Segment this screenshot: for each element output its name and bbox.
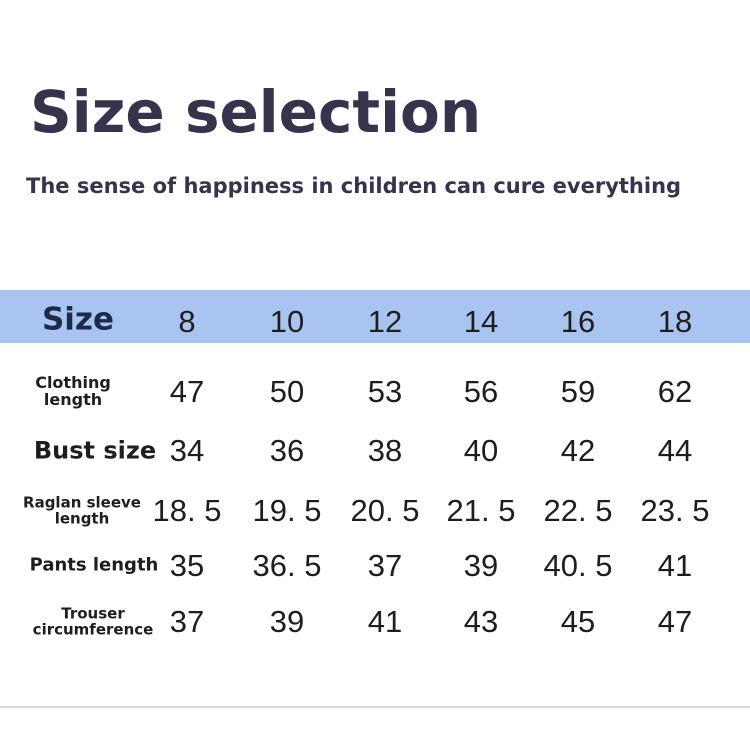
header-band bbox=[0, 290, 750, 343]
cell-value: 19. 5 bbox=[252, 493, 322, 528]
cell-value: 23. 5 bbox=[640, 493, 710, 528]
cell-value: 20. 5 bbox=[350, 493, 420, 528]
header-size: 8 bbox=[178, 304, 196, 339]
cell-value: 62 bbox=[657, 374, 693, 409]
cell-value: 53 bbox=[367, 374, 403, 409]
cell-value: 47 bbox=[169, 374, 205, 409]
cell-value: 44 bbox=[657, 433, 693, 468]
cell-value: 38 bbox=[367, 433, 403, 468]
cell-value: 37 bbox=[169, 604, 205, 639]
divider bbox=[0, 706, 750, 708]
cell-value: 39 bbox=[463, 548, 499, 583]
header-label: Size bbox=[41, 301, 115, 338]
header-size: 14 bbox=[463, 304, 499, 339]
row-label: Clothing length bbox=[35, 373, 111, 409]
title: Size selection bbox=[30, 78, 482, 146]
cell-value: 41 bbox=[367, 604, 403, 639]
header-size: 18 bbox=[657, 304, 693, 339]
cell-value: 39 bbox=[269, 604, 305, 639]
row-label: Raglan sleeve length bbox=[23, 493, 141, 527]
cell-value: 45 bbox=[560, 604, 596, 639]
row-label: Trouser circumference bbox=[32, 604, 154, 638]
cell-value: 40 bbox=[463, 433, 499, 468]
cell-value: 36. 5 bbox=[252, 548, 322, 583]
cell-value: 37 bbox=[367, 548, 403, 583]
cell-value: 43 bbox=[463, 604, 499, 639]
cell-value: 56 bbox=[463, 374, 499, 409]
cell-value: 36 bbox=[269, 433, 305, 468]
cell-value: 34 bbox=[169, 433, 205, 468]
header-size: 10 bbox=[269, 304, 305, 339]
cell-value: 22. 5 bbox=[543, 493, 613, 528]
cell-value: 40. 5 bbox=[543, 548, 613, 583]
cell-value: 41 bbox=[657, 548, 693, 583]
subtitle: The sense of happiness in children can c… bbox=[26, 174, 682, 198]
header-size: 16 bbox=[560, 304, 596, 339]
cell-value: 59 bbox=[560, 374, 596, 409]
row-label: Bust size bbox=[33, 436, 157, 465]
row-label: Pants length bbox=[29, 554, 159, 576]
cell-value: 47 bbox=[657, 604, 693, 639]
cell-value: 18. 5 bbox=[152, 493, 222, 528]
cell-value: 50 bbox=[269, 374, 305, 409]
header-size: 12 bbox=[367, 304, 403, 339]
cell-value: 35 bbox=[169, 548, 205, 583]
cell-value: 21. 5 bbox=[446, 493, 516, 528]
cell-value: 42 bbox=[560, 433, 596, 468]
